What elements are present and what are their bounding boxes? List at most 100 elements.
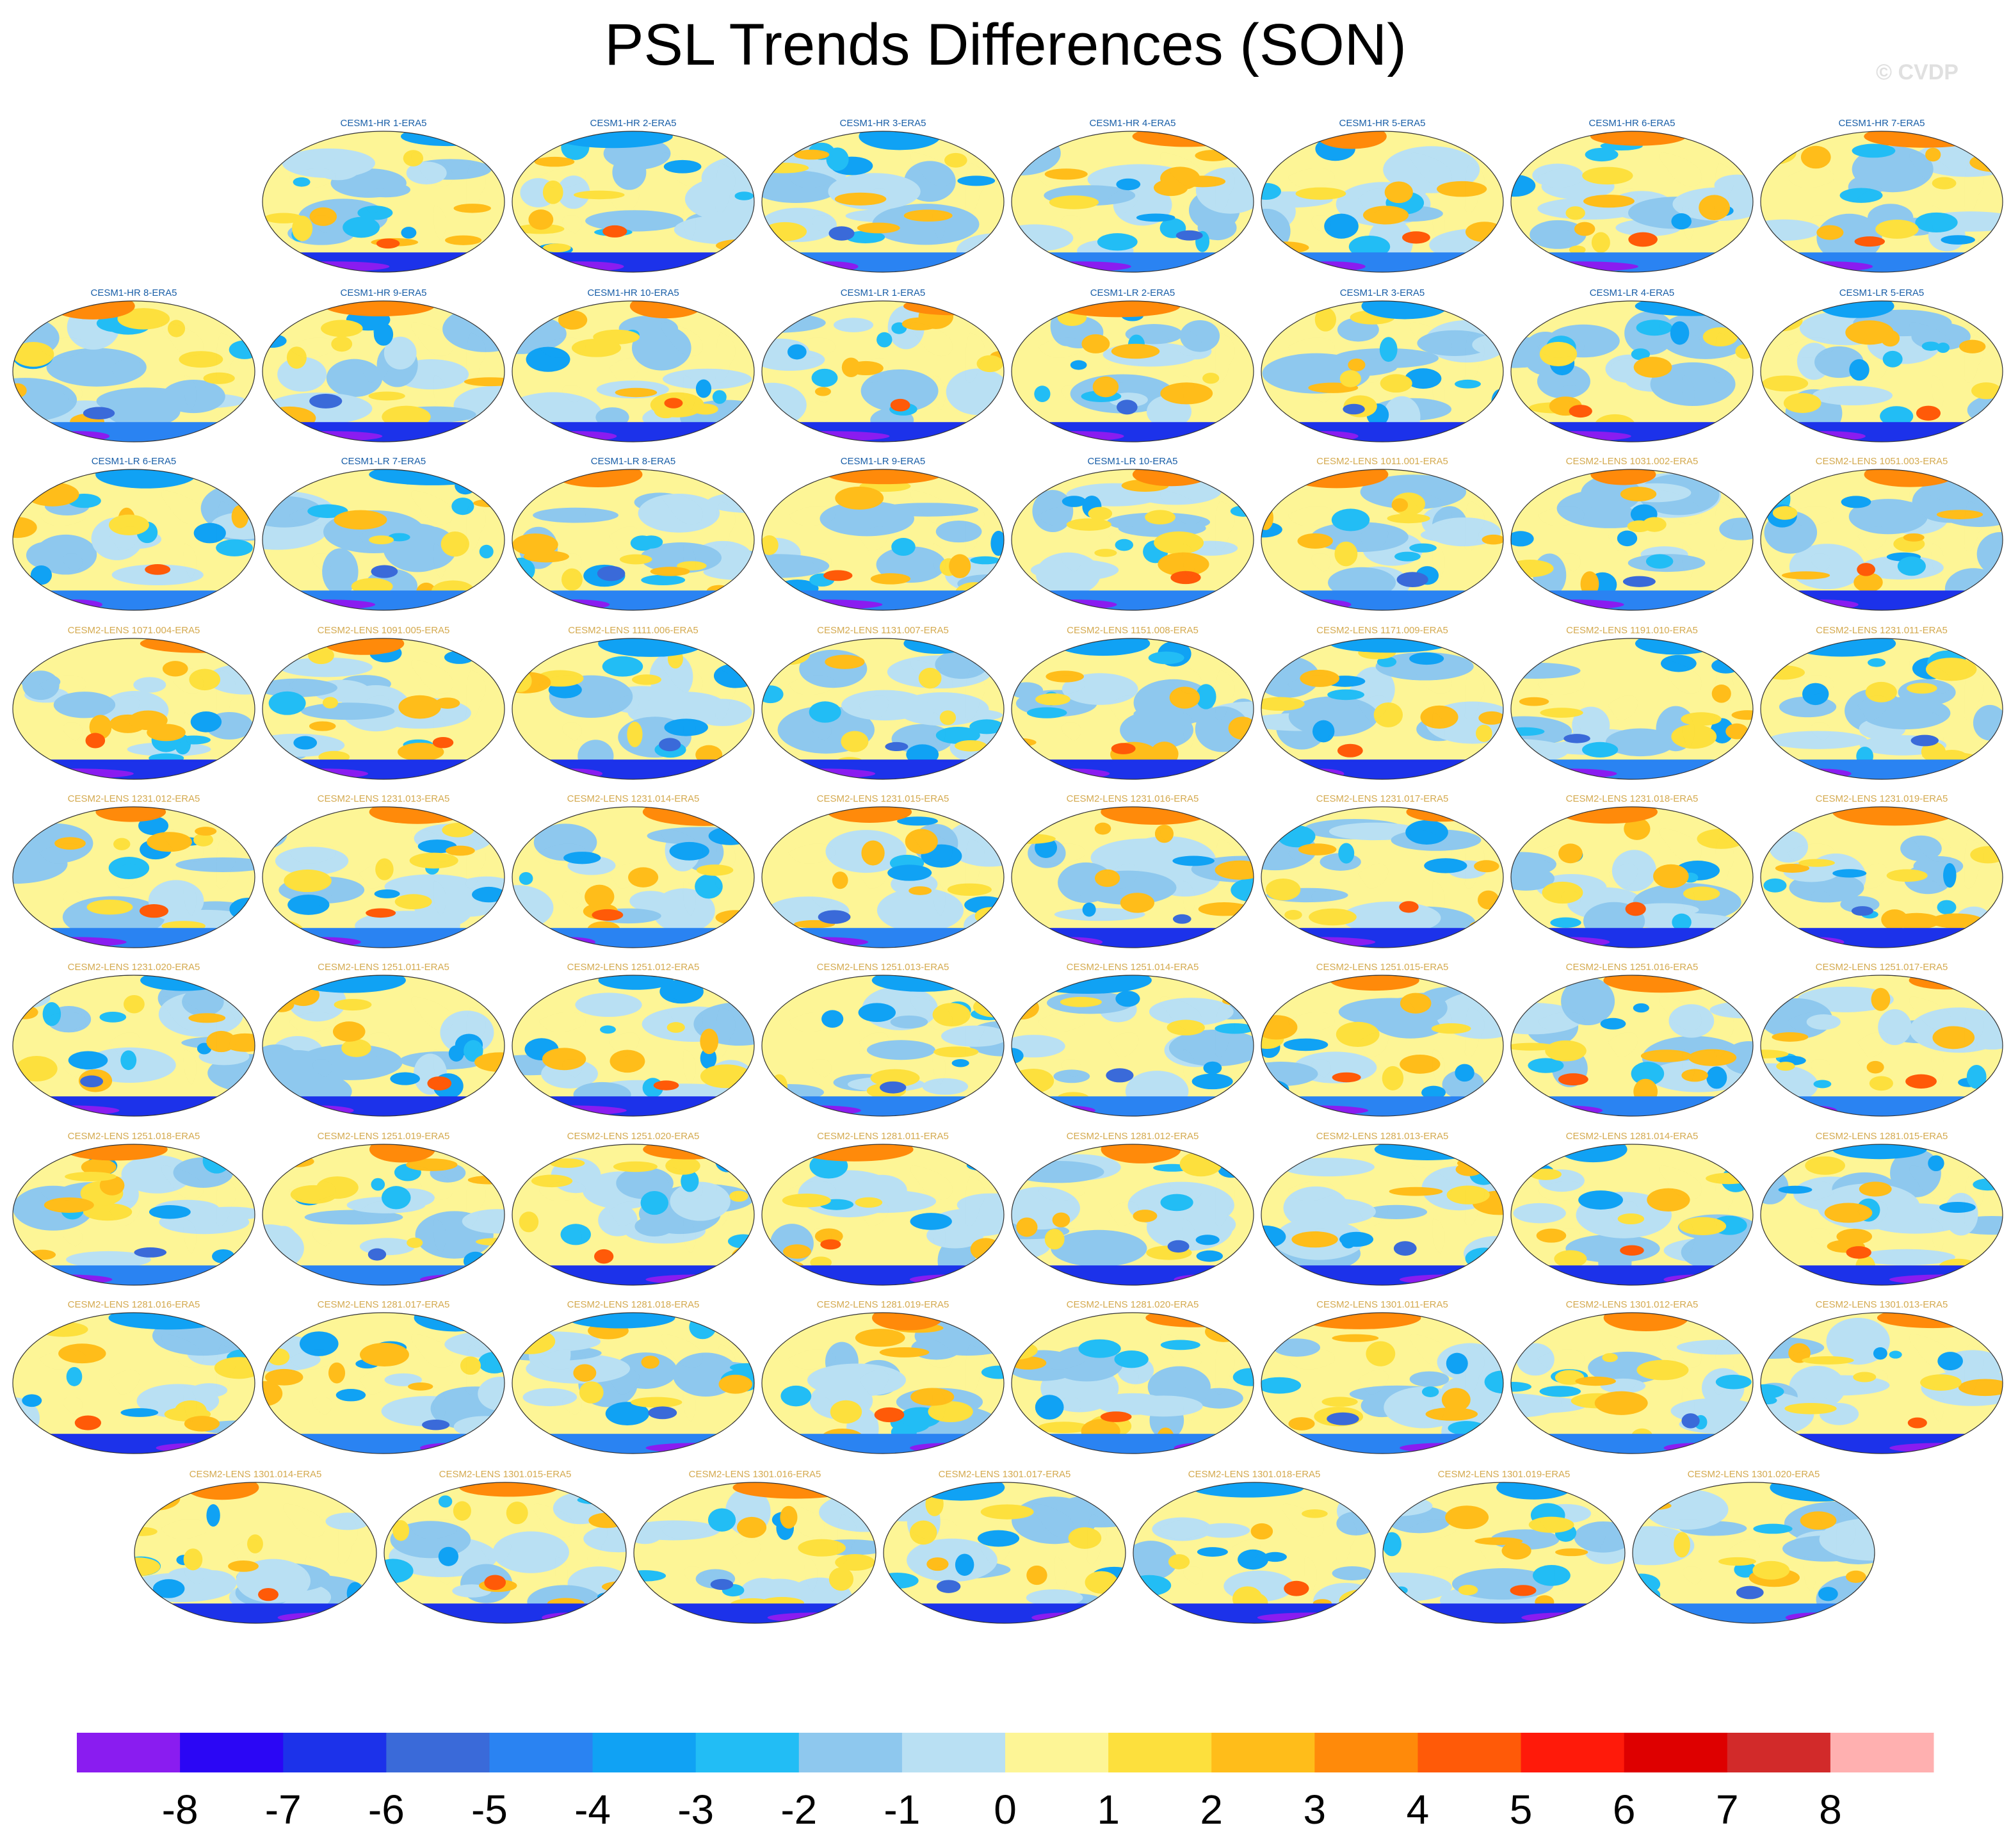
colorbar-swatch [1314, 1733, 1418, 1772]
panel-label: CESM2-LENS 1301.011-ERA5 [1316, 1299, 1448, 1310]
colorbar-tick-label: 0 [994, 1787, 1017, 1833]
colorbar-swatch [489, 1733, 594, 1772]
panel-label: CESM2-LENS 1301.013-ERA5 [1816, 1299, 1948, 1310]
map-panel: CESM2-LENS 1281.019-ERA5 [761, 1299, 1005, 1454]
map-panel: CESM2-LENS 1251.018-ERA5 [12, 1131, 255, 1286]
colorbar-tick-label: 2 [1200, 1787, 1223, 1833]
map-panel: CESM2-LENS 1231.013-ERA5 [262, 793, 505, 948]
map-panel: CESM1-HR 6-ERA5 [1510, 118, 1754, 273]
panel-label: CESM2-LENS 1301.014-ERA5 [190, 1469, 322, 1480]
panel-label: CESM2-LENS 1251.017-ERA5 [1816, 962, 1948, 973]
map-panel: CESM2-LENS 1251.016-ERA5 [1510, 962, 1754, 1117]
panel-label: CESM1-HR 1-ERA5 [340, 118, 426, 129]
panel-label: CESM1-LR 2-ERA5 [1090, 288, 1175, 298]
map-panel: CESM2-LENS 1231.019-ERA5 [1760, 793, 2003, 948]
map-panel: CESM1-LR 2-ERA5 [1011, 288, 1254, 442]
panel-label: CESM2-LENS 1011.001-ERA5 [1316, 456, 1448, 467]
panel-label: CESM1-HR 10-ERA5 [587, 288, 679, 298]
map-panel: CESM1-LR 10-ERA5 [1011, 456, 1254, 611]
panel-label: CESM2-LENS 1251.020-ERA5 [567, 1131, 700, 1142]
map-panel: CESM2-LENS 1011.001-ERA5 [1261, 456, 1504, 611]
map-panel: CESM2-LENS 1301.019-ERA5 [1382, 1469, 1626, 1624]
map-panel: CESM2-LENS 1151.008-ERA5 [1011, 625, 1254, 780]
map-panel: CESM2-LENS 1251.011-ERA5 [262, 962, 505, 1117]
map-panel: CESM2-LENS 1231.015-ERA5 [761, 793, 1005, 948]
map-panel: CESM1-LR 1-ERA5 [761, 288, 1005, 442]
map-panel: CESM2-LENS 1251.019-ERA5 [262, 1131, 505, 1286]
map-panel: CESM2-LENS 1281.020-ERA5 [1011, 1299, 1254, 1454]
colorbar-swatch [1211, 1733, 1315, 1772]
colorbar-swatch [1521, 1733, 1625, 1772]
panel-label: CESM2-LENS 1231.020-ERA5 [68, 962, 200, 973]
panel-label: CESM2-LENS 1281.020-ERA5 [1067, 1299, 1199, 1310]
colorbar-tick-label: -3 [677, 1787, 714, 1833]
map-panel: CESM2-LENS 1281.014-ERA5 [1510, 1131, 1754, 1286]
colorbar-swatch [695, 1733, 800, 1772]
colorbar-swatch [1417, 1733, 1522, 1772]
panel-label: CESM2-LENS 1301.012-ERA5 [1566, 1299, 1699, 1310]
panel-label: CESM2-LENS 1251.018-ERA5 [68, 1131, 200, 1142]
map-panel: CESM2-LENS 1301.014-ERA5 [134, 1469, 377, 1624]
map-panel: CESM1-HR 5-ERA5 [1261, 118, 1504, 273]
colorbar-swatch [1830, 1733, 1934, 1772]
panel-label: CESM1-HR 2-ERA5 [590, 118, 676, 129]
map-panel: CESM1-HR 2-ERA5 [512, 118, 755, 273]
map-panel: CESM2-LENS 1091.005-ERA5 [262, 625, 505, 780]
panel-label: CESM1-HR 8-ERA5 [90, 288, 177, 298]
map-panel: CESM1-LR 6-ERA5 [12, 456, 255, 611]
panel-label: CESM2-LENS 1111.006-ERA5 [568, 625, 698, 636]
map-panel: CESM1-HR 4-ERA5 [1011, 118, 1254, 273]
map-panel: CESM1-HR 3-ERA5 [761, 118, 1005, 273]
map-panel: CESM2-LENS 1231.017-ERA5 [1261, 793, 1504, 948]
colorbar-tick-label: -8 [162, 1787, 198, 1833]
map-panel: CESM2-LENS 1191.010-ERA5 [1510, 625, 1754, 780]
panel-label: CESM1-LR 1-ERA5 [841, 288, 926, 298]
map-panel: CESM2-LENS 1231.016-ERA5 [1011, 793, 1254, 948]
map-panel: CESM2-LENS 1301.013-ERA5 [1760, 1299, 2003, 1454]
panel-label: CESM2-LENS 1231.017-ERA5 [1316, 793, 1449, 804]
colorbar-tick-label: -2 [780, 1787, 817, 1833]
panel-label: CESM2-LENS 1301.018-ERA5 [1188, 1469, 1321, 1480]
panel-label: CESM2-LENS 1281.013-ERA5 [1316, 1131, 1449, 1142]
map-panel: CESM2-LENS 1281.018-ERA5 [512, 1299, 755, 1454]
panel-label: CESM2-LENS 1051.003-ERA5 [1816, 456, 1948, 467]
panel-label: CESM2-LENS 1281.014-ERA5 [1566, 1131, 1699, 1142]
colorbar-swatch [901, 1733, 1006, 1772]
panel-label: CESM2-LENS 1301.017-ERA5 [939, 1469, 1071, 1480]
panel-label: CESM1-LR 6-ERA5 [92, 456, 177, 467]
map-panel: CESM1-HR 8-ERA5 [12, 288, 255, 442]
chart-title: PSL Trends Differences (SON) [604, 12, 1407, 77]
panel-label: CESM2-LENS 1231.014-ERA5 [567, 793, 700, 804]
panel-label: CESM1-LR 7-ERA5 [341, 456, 426, 467]
panel-label: CESM2-LENS 1231.019-ERA5 [1816, 793, 1948, 804]
map-panel: CESM1-LR 9-ERA5 [761, 456, 1005, 611]
panel-label: CESM2-LENS 1251.012-ERA5 [567, 962, 700, 973]
colorbar-swatch [1727, 1733, 1831, 1772]
panel-label: CESM2-LENS 1301.020-ERA5 [1688, 1469, 1820, 1480]
colorbar-tick-label: 4 [1407, 1787, 1430, 1833]
map-panel: CESM1-LR 7-ERA5 [262, 456, 505, 611]
panel-label: CESM2-LENS 1301.019-ERA5 [1438, 1469, 1571, 1480]
colorbar-tick-label: 5 [1510, 1787, 1533, 1833]
panel-label: CESM2-LENS 1031.002-ERA5 [1566, 456, 1699, 467]
panel-label: CESM2-LENS 1281.017-ERA5 [318, 1299, 450, 1310]
panel-label: CESM2-LENS 1231.015-ERA5 [817, 793, 949, 804]
colorbar-tick-label: -7 [265, 1787, 302, 1833]
map-panel: CESM2-LENS 1301.011-ERA5 [1261, 1299, 1504, 1454]
map-panel: CESM1-HR 1-ERA5 [262, 118, 505, 273]
panel-grid: CESM1-HR 1-ERA5 CESM1-HR 2-ERA5 CESM1-HR 3… [12, 118, 2003, 1624]
colorbar-swatch [283, 1733, 387, 1772]
map-panel: CESM2-LENS 1301.012-ERA5 [1510, 1299, 1754, 1454]
panel-label: CESM2-LENS 1281.018-ERA5 [567, 1299, 700, 1310]
map-panel: CESM2-LENS 1231.014-ERA5 [512, 793, 755, 948]
map-panel: CESM1-LR 3-ERA5 [1261, 288, 1504, 442]
panel-label: CESM2-LENS 1251.019-ERA5 [318, 1131, 450, 1142]
panel-label: CESM1-LR 10-ERA5 [1088, 456, 1178, 467]
panel-label: CESM2-LENS 1251.011-ERA5 [318, 962, 449, 973]
panel-label: CESM2-LENS 1171.009-ERA5 [1316, 625, 1448, 636]
colorbar-tick-label: -1 [884, 1787, 920, 1833]
colorbar-tick-label: -5 [471, 1787, 508, 1833]
map-panel: CESM1-HR 9-ERA5 [262, 288, 505, 442]
panel-label: CESM1-LR 5-ERA5 [1839, 288, 1925, 298]
panel-label: CESM2-LENS 1251.014-ERA5 [1067, 962, 1199, 973]
